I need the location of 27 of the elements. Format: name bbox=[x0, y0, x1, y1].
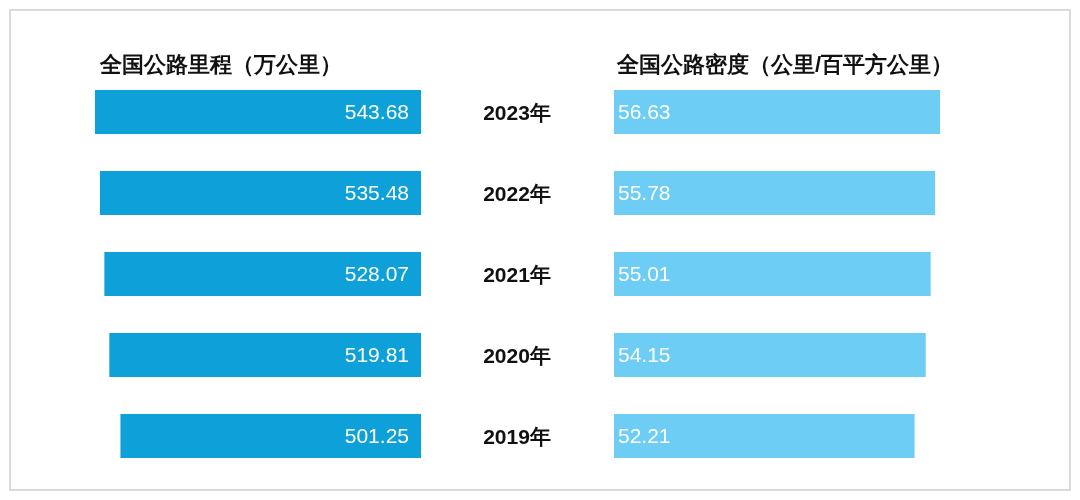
data-label: 52.21 bbox=[618, 424, 671, 447]
bar bbox=[614, 90, 940, 134]
data-label: 501.25 bbox=[344, 424, 409, 447]
data-label: 543.68 bbox=[344, 100, 409, 123]
y-tick-label: 2020年 bbox=[483, 344, 551, 367]
y-tick-label: 2019年 bbox=[483, 425, 551, 448]
chart-title: 全国公路里程（万公里） bbox=[99, 52, 342, 77]
bar bbox=[614, 414, 915, 458]
data-label: 55.01 bbox=[618, 262, 671, 285]
bar bbox=[614, 171, 936, 215]
data-label: 56.63 bbox=[618, 100, 671, 123]
chart-title: 全国公路密度（公里/百平方公里） bbox=[616, 52, 954, 77]
data-label: 528.07 bbox=[344, 262, 409, 285]
bar bbox=[104, 252, 421, 296]
y-tick-label: 2023年 bbox=[483, 101, 551, 124]
bar bbox=[614, 333, 926, 377]
bar bbox=[99, 171, 421, 215]
y-tick-label: 2021年 bbox=[483, 263, 551, 286]
data-label: 519.81 bbox=[344, 343, 409, 366]
bar bbox=[95, 90, 421, 134]
y-tick-label: 2022年 bbox=[483, 182, 551, 205]
data-label: 535.48 bbox=[344, 181, 409, 204]
bar bbox=[109, 333, 421, 377]
bar bbox=[614, 252, 931, 296]
data-label: 54.15 bbox=[618, 343, 671, 366]
bar bbox=[120, 414, 421, 458]
data-label: 55.78 bbox=[618, 181, 671, 204]
